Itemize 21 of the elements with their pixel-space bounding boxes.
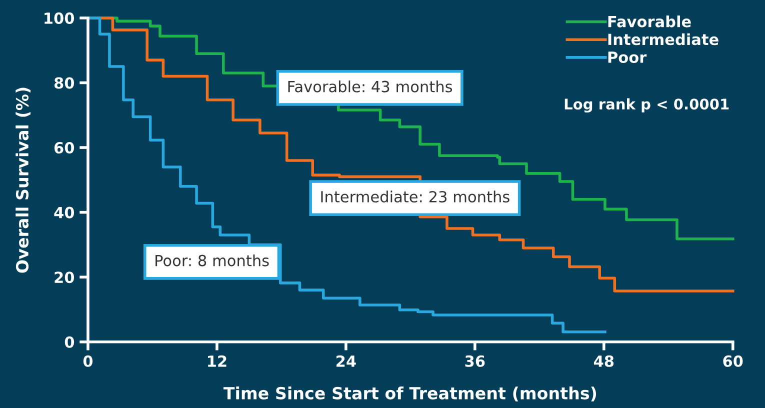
annotation: Intermediate: 23 months [321,190,510,202]
y-tick-label: 60 [54,142,74,154]
y-tick-label: 20 [54,272,74,284]
annotation: Poor: 8 months [156,254,269,266]
y-axis-title: Overall Survival (%) [16,88,31,273]
x-tick-label: 0 [83,355,93,367]
annotation: Favorable: 43 months [288,80,452,92]
legend-label: Intermediate [608,33,718,46]
x-axis-title: Time Since Start of Treatment (months) [223,386,596,402]
x-tick-label: 60 [723,355,743,367]
annotation: Log rank p < 0.0001 [564,98,729,113]
x-tick-label: 36 [465,355,485,367]
x-tick-label: 24 [336,355,356,367]
y-tick-label: 80 [54,77,74,89]
legend-label: Favorable [608,16,691,28]
y-tick-label: 100 [44,12,74,24]
y-tick-label: 40 [54,206,74,218]
x-tick-label: 48 [594,355,614,367]
y-tick-label: 0 [64,336,74,348]
legend-label: Poor [608,52,647,64]
x-tick-label: 12 [208,355,226,367]
